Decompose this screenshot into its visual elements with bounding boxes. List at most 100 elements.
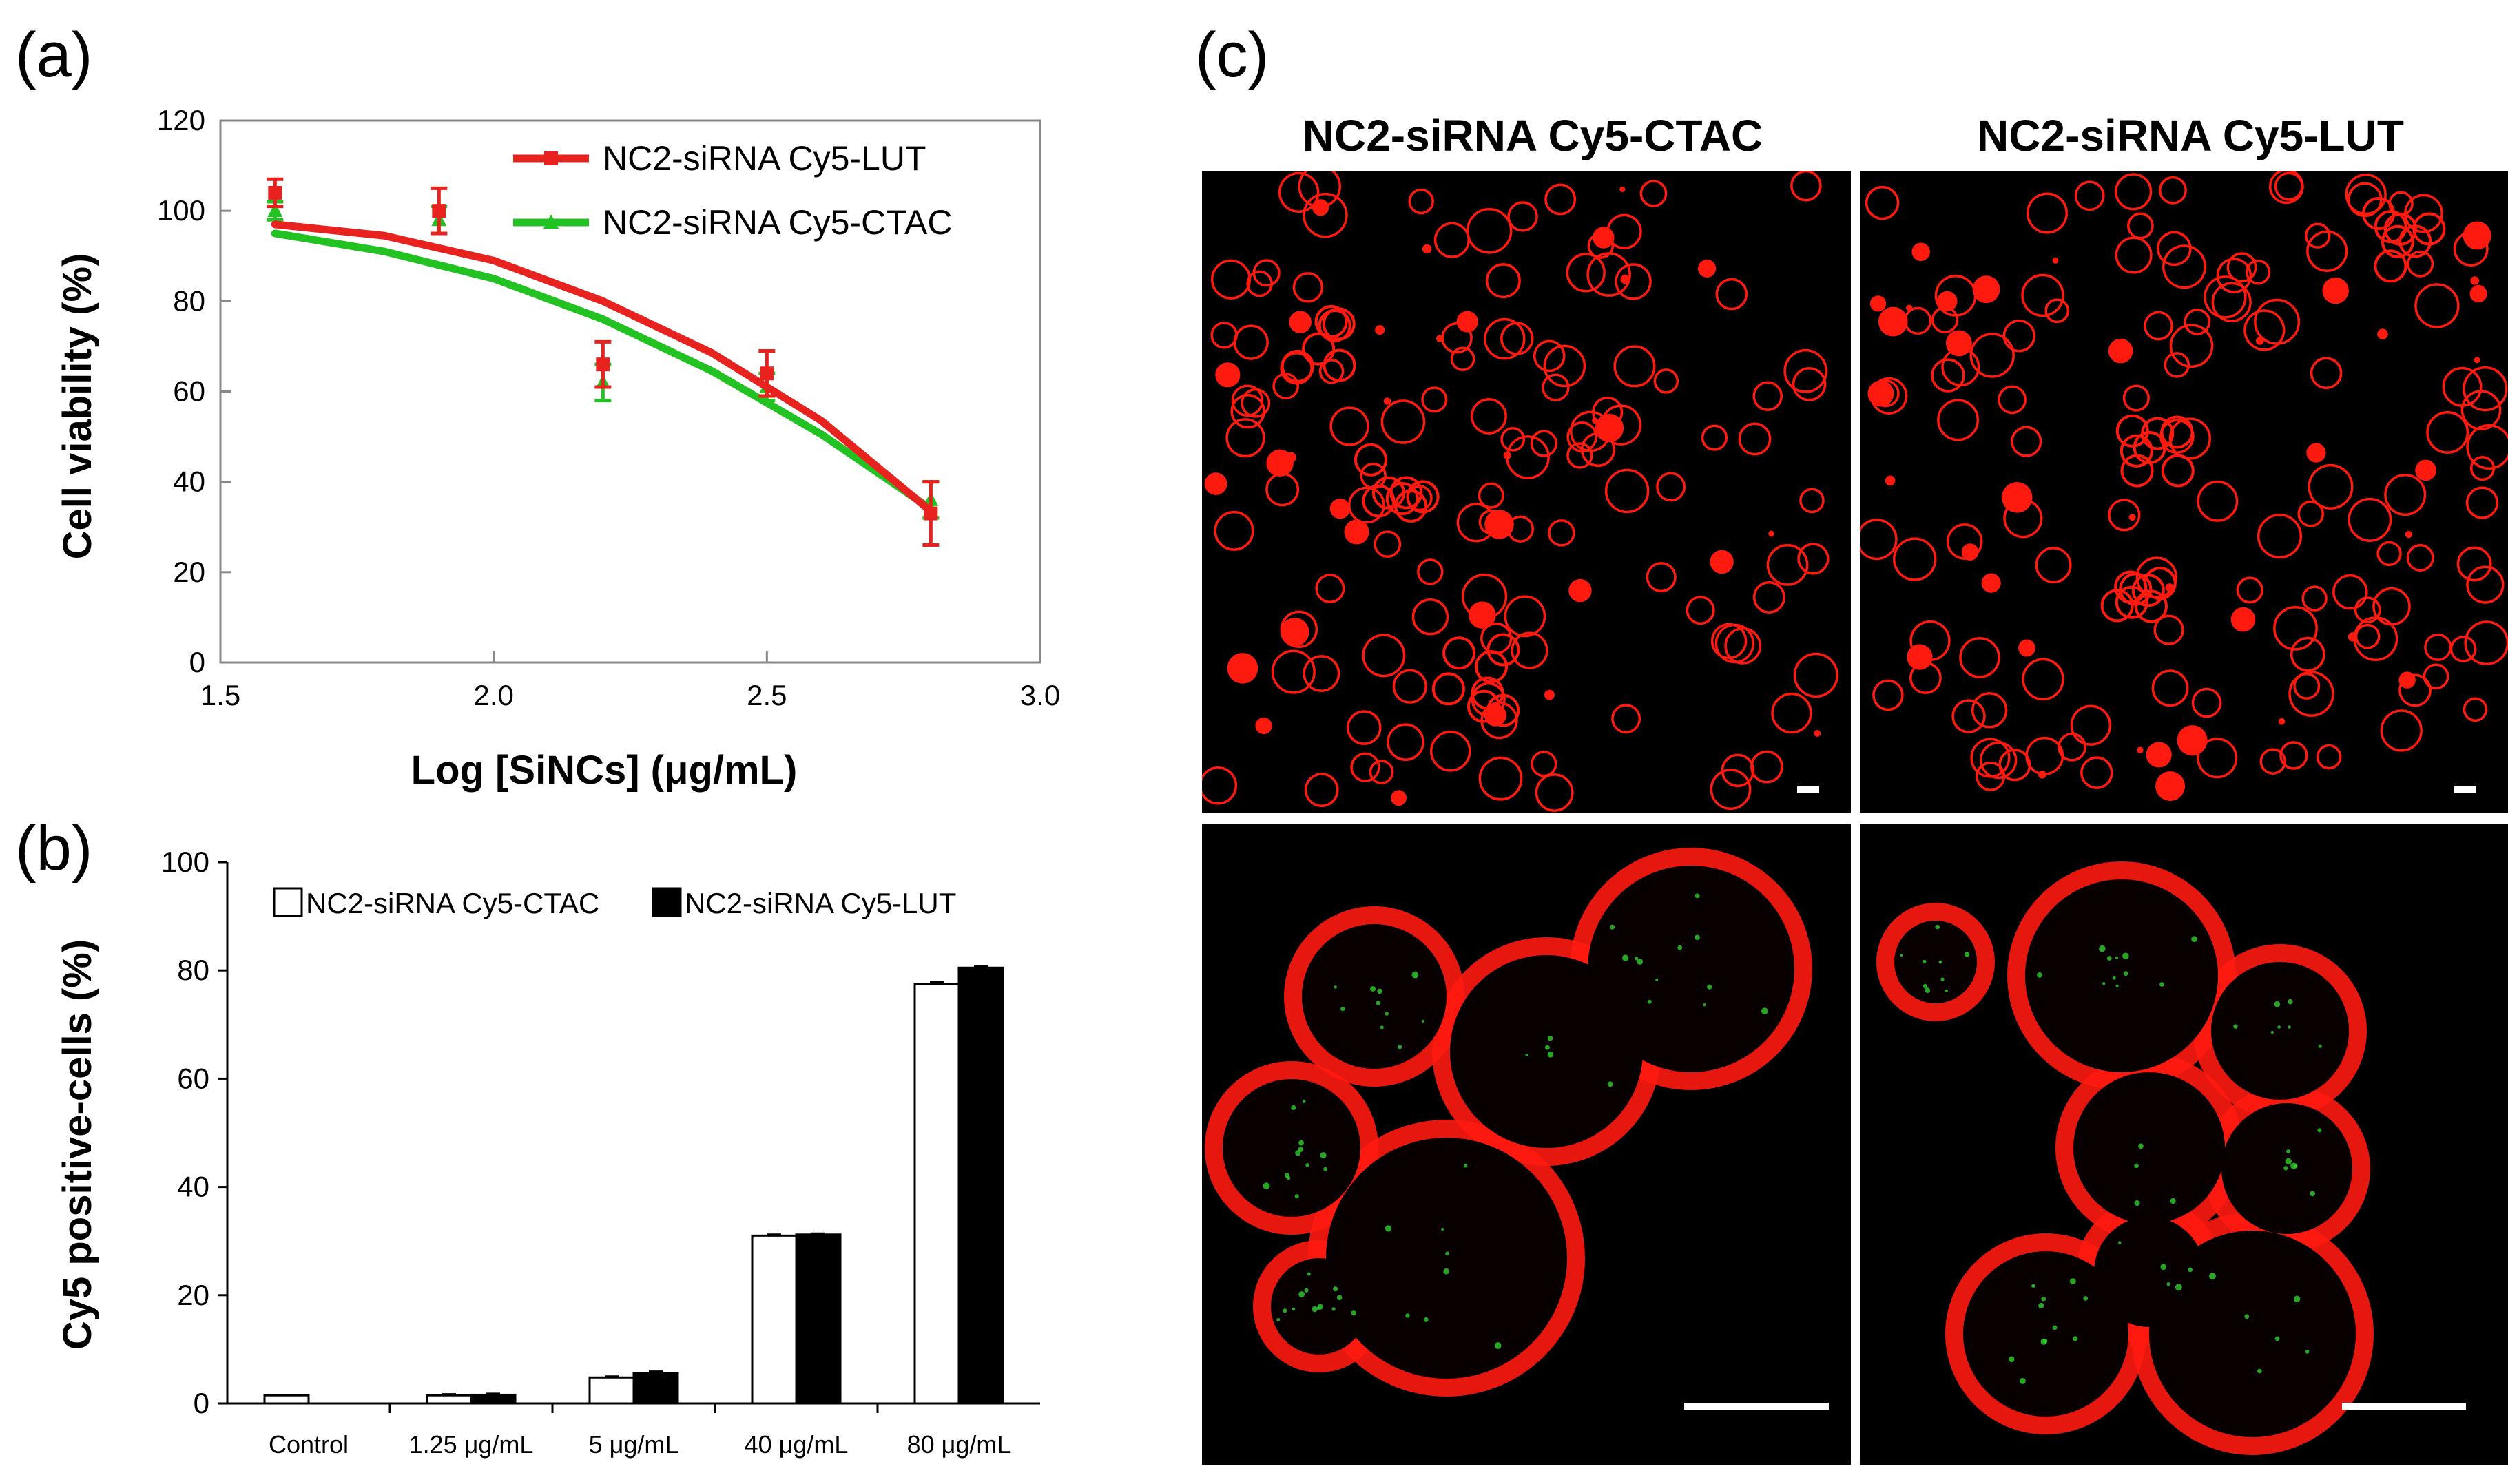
bar — [470, 1393, 517, 1405]
siRNA-signal — [2134, 1163, 2139, 1169]
cell-outline — [1793, 652, 1838, 698]
cell-blob — [1227, 653, 1258, 684]
siRNA-signal — [1411, 971, 1419, 979]
siRNA-signal — [1305, 1163, 1309, 1167]
cell-blob — [1945, 330, 1972, 357]
siRNA-signal — [1370, 986, 1376, 992]
cell-outline — [1587, 232, 1615, 259]
bar — [588, 1376, 635, 1405]
siRNA-signal — [2286, 1149, 2291, 1153]
panel-c-label: (c) — [1195, 20, 1269, 90]
siRNA-signal — [1320, 1152, 1327, 1159]
cell-outline — [1478, 510, 1504, 535]
cell-blob — [1593, 227, 1615, 249]
cell-outline — [2384, 473, 2427, 516]
cell-outline — [2374, 210, 2407, 244]
cell-outline — [1315, 574, 1345, 604]
siRNA-signal — [1340, 1006, 1345, 1012]
siRNA-signal — [2285, 1158, 2292, 1165]
siRNA-signal — [2274, 1001, 2281, 1007]
siRNA-signal — [2115, 984, 2119, 987]
cell-outline — [1318, 309, 1351, 342]
siRNA-signal — [2041, 1296, 2046, 1302]
cell-outline — [1411, 598, 1449, 636]
siRNA-signal — [1945, 989, 1948, 993]
panel-a-label: (a) — [15, 20, 93, 90]
siRNA-signal — [2305, 1350, 2310, 1354]
cell-debris — [2038, 771, 2046, 779]
bar — [632, 1372, 679, 1405]
legend-label: NC2-siRNA Cy5-CTAC — [603, 203, 952, 242]
cell-blob — [2306, 443, 2326, 463]
siRNA-signal — [2112, 976, 2116, 980]
cell-outline — [2306, 230, 2348, 272]
cell-outline — [1369, 760, 1394, 785]
cell-outline — [1535, 773, 1574, 812]
cell-debris — [2128, 514, 2136, 521]
siRNA-signal — [1285, 1173, 1290, 1178]
siRNA-signal — [2191, 936, 2198, 943]
cell-outline — [1504, 595, 1546, 638]
cell-outline — [1417, 558, 1444, 585]
cell-outline — [1225, 418, 1265, 458]
siRNA-signal — [1385, 1225, 1392, 1232]
cell-outline — [1231, 384, 1264, 417]
cell-outline — [1701, 424, 1728, 451]
x-tick-label: 2.5 — [747, 679, 787, 711]
cell-blob — [2177, 725, 2208, 756]
cell-outline — [1752, 381, 1783, 411]
cell-debris — [1544, 689, 1555, 700]
siRNA-signal — [1463, 1163, 1468, 1168]
cell-outline — [1724, 627, 1762, 665]
cell-blob — [2108, 338, 2133, 364]
cell-interior — [2211, 962, 2349, 1100]
cell-outline — [1686, 596, 1715, 625]
cell-outline — [2134, 589, 2168, 623]
cell-outline — [1421, 386, 1448, 413]
siRNA-signal — [2115, 956, 2119, 960]
x-tick-label: 2.0 — [473, 679, 513, 711]
cell-outline — [2115, 173, 2153, 211]
cell-outline — [1303, 655, 1340, 692]
cell-outline — [1566, 253, 1606, 293]
cell-outline — [1441, 322, 1473, 354]
cell-outline — [1531, 751, 1557, 777]
cell-blob — [2469, 284, 2487, 303]
column-title-ctac: NC2-siRNA Cy5-CTAC — [1302, 111, 1763, 160]
cell-blob — [1911, 242, 1930, 261]
siRNA-signal — [1331, 1307, 1336, 1311]
siRNA-signal — [2159, 982, 2164, 987]
cell-outline — [2412, 212, 2446, 246]
cell-blob — [1484, 510, 1514, 539]
scale-bar — [1797, 786, 1819, 793]
siRNA-signal — [1695, 893, 1700, 899]
siRNA-signal — [2257, 1368, 2262, 1374]
siRNA-signal — [1922, 959, 1927, 964]
cell-outline — [2257, 514, 2303, 559]
siRNA-signal — [1295, 1150, 1301, 1156]
siRNA-signal — [1610, 924, 1615, 930]
cell-interior — [1588, 866, 1794, 1072]
siRNA-signal — [1655, 978, 1659, 981]
siRNA-signal — [1263, 1182, 1270, 1190]
siRNA-signal — [2293, 1295, 2301, 1303]
cell-outline — [2464, 620, 2508, 666]
cell-outline — [1783, 348, 1828, 393]
cell-outline — [2197, 738, 2238, 779]
siRNA-signal — [1525, 1054, 1528, 1057]
siRNA-signal — [1547, 1035, 1553, 1041]
siRNA-signal — [1494, 1342, 1502, 1349]
siRNA-signal — [2270, 1030, 2274, 1034]
legend-label: NC2-siRNA Cy5-LUT — [603, 139, 926, 178]
cell-outline — [2070, 704, 2112, 746]
y-tick-label: 60 — [173, 375, 205, 408]
cell-outline — [1329, 406, 1369, 446]
cell-outline — [1466, 207, 1513, 254]
cell-outline — [1639, 180, 1668, 207]
cell-outline — [1530, 430, 1558, 457]
siRNA-signal — [2175, 1284, 2182, 1291]
cell-outline — [2058, 733, 2086, 762]
cell-outline — [1611, 704, 1641, 734]
cell-outline — [2115, 236, 2153, 274]
y-tick-label: 80 — [173, 284, 205, 317]
